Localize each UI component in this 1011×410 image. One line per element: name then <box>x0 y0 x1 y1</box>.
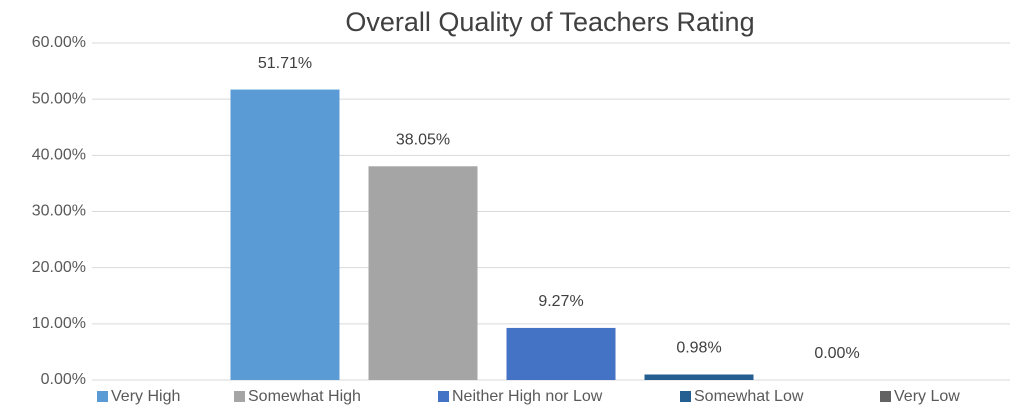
y-tick-label: 0.00% <box>41 371 86 388</box>
y-tick-label: 50.00% <box>32 90 86 107</box>
bar <box>368 166 478 380</box>
legend-swatch <box>97 391 108 402</box>
bar <box>644 374 754 380</box>
legend-label: Very High <box>111 388 180 405</box>
legend-label: Somewhat Low <box>694 388 804 405</box>
legend-swatch <box>680 391 691 402</box>
data-label: 9.27% <box>538 293 583 310</box>
legend-label: Neither High nor Low <box>452 388 603 405</box>
legend-swatch <box>880 391 891 402</box>
legend-swatch <box>234 391 245 402</box>
y-tick-label: 30.00% <box>32 203 86 220</box>
y-tick-label: 40.00% <box>32 147 86 164</box>
bar <box>230 89 340 380</box>
legend-label: Very Low <box>894 388 960 405</box>
legend-label: Somewhat High <box>248 388 361 405</box>
data-label: 51.71% <box>258 55 312 72</box>
y-tick-label: 20.00% <box>32 259 86 276</box>
y-tick-label: 60.00% <box>32 34 86 51</box>
legend-swatch <box>438 391 449 402</box>
data-label: 0.98% <box>676 340 721 357</box>
y-tick-label: 10.00% <box>32 315 86 332</box>
data-label: 0.00% <box>814 345 859 362</box>
data-label: 38.05% <box>396 132 450 149</box>
bar <box>506 327 616 380</box>
chart-title: Overall Quality of Teachers Rating <box>345 7 754 37</box>
